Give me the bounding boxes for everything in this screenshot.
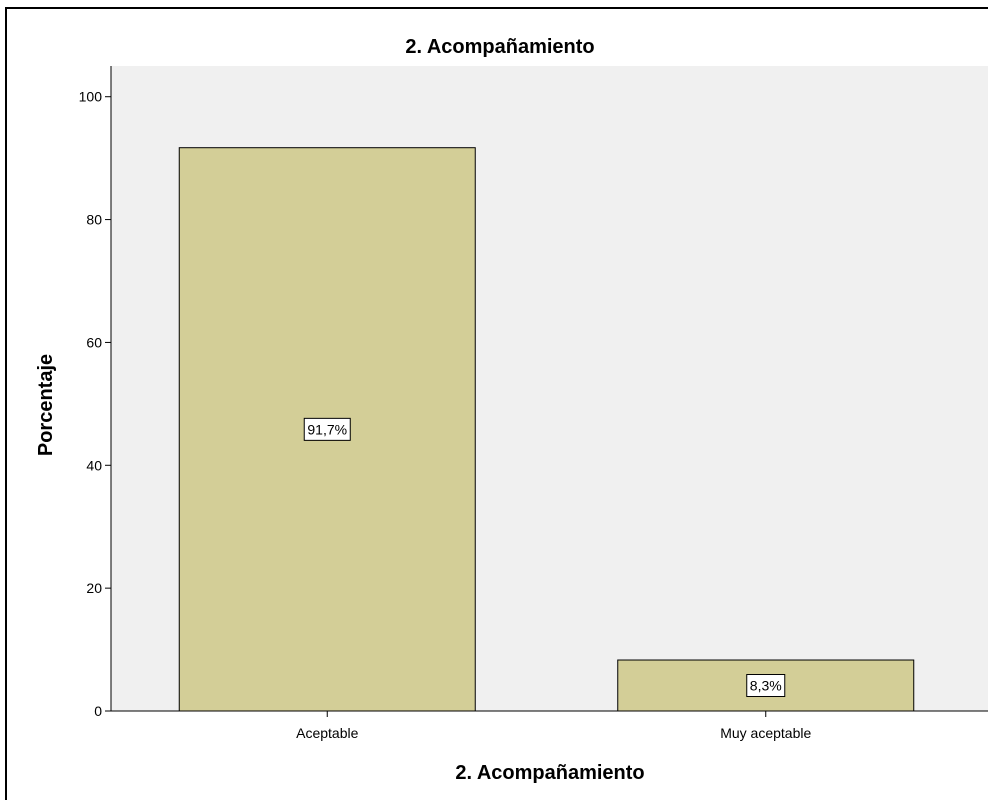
chart-title: 2. Acompañamiento xyxy=(405,36,594,58)
y-tick-label: 60 xyxy=(86,334,102,350)
y-axis-label: Porcentaje xyxy=(35,354,57,456)
x-tick-label: Aceptable xyxy=(296,725,358,741)
x-axis-ticks: Aceptable Muy aceptable xyxy=(296,711,811,741)
y-tick-label: 100 xyxy=(79,89,103,105)
data-label-box xyxy=(746,674,786,698)
y-tick-label: 40 xyxy=(86,457,102,473)
y-axis-ticks: 0 20 40 60 80 100 xyxy=(79,89,111,719)
chart-frame xyxy=(5,7,988,800)
data-label: 8,3% xyxy=(750,678,782,694)
y-tick-label: 20 xyxy=(86,580,102,596)
x-tick-label: Muy aceptable xyxy=(720,725,811,741)
y-tick-label: 80 xyxy=(86,212,102,228)
y-tick-label: 0 xyxy=(94,703,102,719)
x-axis-label: 2. Acompañamiento xyxy=(455,762,644,784)
bar-muy-aceptable xyxy=(617,659,915,712)
bars: 91,7% 8,3% xyxy=(178,147,915,712)
data-label-box xyxy=(303,417,351,441)
data-label: 91,7% xyxy=(307,421,347,437)
